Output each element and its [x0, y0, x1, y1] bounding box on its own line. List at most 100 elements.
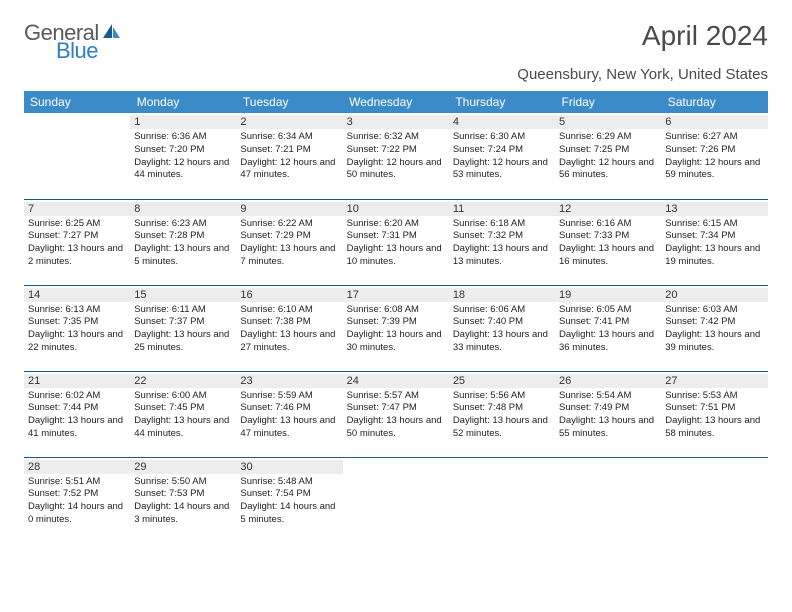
day-info: Sunrise: 5:59 AMSunset: 7:46 PMDaylight:… [240, 390, 338, 441]
calendar-table: Sunday Monday Tuesday Wednesday Thursday… [24, 91, 768, 543]
day-number: 19 [555, 288, 661, 302]
day-info: Sunrise: 6:11 AMSunset: 7:37 PMDaylight:… [134, 304, 232, 355]
day-info: Sunrise: 6:13 AMSunset: 7:35 PMDaylight:… [28, 304, 126, 355]
calendar-day-cell: 18 Sunrise: 6:06 AMSunset: 7:40 PMDayligh… [449, 285, 555, 371]
calendar-day-cell: 8 Sunrise: 6:23 AMSunset: 7:28 PMDaylight… [130, 199, 236, 285]
calendar-day-cell: 5Sunrise: 6:29 AMSunset: 7:25 PMDaylight… [555, 113, 661, 199]
day-info: Sunrise: 5:57 AMSunset: 7:47 PMDaylight:… [347, 390, 445, 441]
day-info: Sunrise: 6:06 AMSunset: 7:40 PMDaylight:… [453, 304, 551, 355]
calendar-day-cell [661, 457, 767, 543]
calendar-day-cell: 21Sunrise: 6:02 AMSunset: 7:44 PMDayligh… [24, 371, 130, 457]
day-number: 23 [236, 374, 342, 388]
calendar-day-cell: 23 Sunrise: 5:59 AMSunset: 7:46 PMDayligh… [236, 371, 342, 457]
day-info: Sunrise: 6:10 AMSunset: 7:38 PMDaylight:… [240, 304, 338, 355]
day-info: Sunrise: 6:22 AMSunset: 7:29 PMDaylight:… [240, 218, 338, 269]
day-info: Sunrise: 6:18 AMSunset: 7:32 PMDaylight:… [453, 218, 551, 269]
calendar-day-cell [343, 457, 449, 543]
calendar-week-row: 14 Sunrise: 6:13 AMSunset: 7:35 PMDayligh… [24, 285, 768, 371]
weekday-header: Sunday [24, 91, 130, 113]
calendar-day-cell: 3 Sunrise: 6:32 AMSunset: 7:22 PMDaylight… [343, 113, 449, 199]
day-number: 26 [555, 374, 661, 388]
weekday-header: Wednesday [343, 91, 449, 113]
day-number: 14 [24, 288, 130, 302]
weekday-header: Monday [130, 91, 236, 113]
calendar-day-cell: 24 Sunrise: 5:57 AMSunset: 7:47 PMDayligh… [343, 371, 449, 457]
calendar-day-cell: 6 Sunrise: 6:27 AMSunset: 7:26 PMDaylight… [661, 113, 767, 199]
calendar-day-cell: 10 Sunrise: 6:20 AMSunset: 7:31 PMDayligh… [343, 199, 449, 285]
day-number: 21 [24, 374, 130, 388]
day-info: Sunrise: 6:05 AMSunset: 7:41 PMDaylight:… [559, 304, 657, 355]
day-info: Sunrise: 6:29 AMSunset: 7:25 PMDaylight:… [559, 131, 657, 182]
day-info: Sunrise: 5:56 AMSunset: 7:48 PMDaylight:… [453, 390, 551, 441]
day-info: Sunrise: 5:51 AMSunset: 7:52 PMDaylight:… [28, 476, 126, 527]
weekday-header: Thursday [449, 91, 555, 113]
day-number: 9 [236, 202, 342, 216]
calendar-week-row: 28 Sunrise: 5:51 AMSunset: 7:52 PMDayligh… [24, 457, 768, 543]
calendar-day-cell: 14 Sunrise: 6:13 AMSunset: 7:35 PMDayligh… [24, 285, 130, 371]
calendar-day-cell: 28 Sunrise: 5:51 AMSunset: 7:52 PMDayligh… [24, 457, 130, 543]
day-number: 28 [24, 460, 130, 474]
day-number: 3 [343, 115, 449, 129]
day-number: 13 [661, 202, 767, 216]
day-info: Sunrise: 6:16 AMSunset: 7:33 PMDaylight:… [559, 218, 657, 269]
day-info: Sunrise: 5:54 AMSunset: 7:49 PMDaylight:… [559, 390, 657, 441]
weekday-header: Tuesday [236, 91, 342, 113]
calendar-day-cell: 9 Sunrise: 6:22 AMSunset: 7:29 PMDaylight… [236, 199, 342, 285]
day-info: Sunrise: 6:32 AMSunset: 7:22 PMDaylight:… [347, 131, 445, 182]
calendar-day-cell: 20 Sunrise: 6:03 AMSunset: 7:42 PMDayligh… [661, 285, 767, 371]
day-info: Sunrise: 6:27 AMSunset: 7:26 PMDaylight:… [665, 131, 763, 182]
calendar-day-cell: 12 Sunrise: 6:16 AMSunset: 7:33 PMDayligh… [555, 199, 661, 285]
day-info: Sunrise: 6:00 AMSunset: 7:45 PMDaylight:… [134, 390, 232, 441]
calendar-week-row: 21Sunrise: 6:02 AMSunset: 7:44 PMDayligh… [24, 371, 768, 457]
day-number: 20 [661, 288, 767, 302]
page-title: April 2024 [642, 20, 768, 52]
day-number: 24 [343, 374, 449, 388]
day-info: Sunrise: 5:53 AMSunset: 7:51 PMDaylight:… [665, 390, 763, 441]
weekday-header: Saturday [661, 91, 767, 113]
brand-text-2: Blue [56, 38, 98, 63]
weekday-header-row: Sunday Monday Tuesday Wednesday Thursday… [24, 91, 768, 113]
day-number: 22 [130, 374, 236, 388]
day-info: Sunrise: 6:20 AMSunset: 7:31 PMDaylight:… [347, 218, 445, 269]
calendar-day-cell: 27 Sunrise: 5:53 AMSunset: 7:51 PMDayligh… [661, 371, 767, 457]
weekday-header: Friday [555, 91, 661, 113]
day-number: 1 [130, 115, 236, 129]
calendar-day-cell: 4 Sunrise: 6:30 AMSunset: 7:24 PMDaylight… [449, 113, 555, 199]
calendar-day-cell: 17Sunrise: 6:08 AMSunset: 7:39 PMDayligh… [343, 285, 449, 371]
calendar-day-cell [449, 457, 555, 543]
day-number: 2 [236, 115, 342, 129]
calendar-day-cell: 19 Sunrise: 6:05 AMSunset: 7:41 PMDayligh… [555, 285, 661, 371]
day-info: Sunrise: 6:25 AMSunset: 7:27 PMDaylight:… [28, 218, 126, 269]
sail-icon [101, 22, 123, 45]
day-number: 8 [130, 202, 236, 216]
day-info: Sunrise: 6:34 AMSunset: 7:21 PMDaylight:… [240, 131, 338, 182]
day-number: 10 [343, 202, 449, 216]
calendar-day-cell: 15Sunrise: 6:11 AMSunset: 7:37 PMDayligh… [130, 285, 236, 371]
day-info: Sunrise: 6:03 AMSunset: 7:42 PMDaylight:… [665, 304, 763, 355]
day-info: Sunrise: 6:08 AMSunset: 7:39 PMDaylight:… [347, 304, 445, 355]
day-info: Sunrise: 5:50 AMSunset: 7:53 PMDaylight:… [134, 476, 232, 527]
calendar-day-cell: 30 Sunrise: 5:48 AMSunset: 7:54 PMDayligh… [236, 457, 342, 543]
day-number: 11 [449, 202, 555, 216]
calendar-day-cell: 7 Sunrise: 6:25 AMSunset: 7:27 PMDaylight… [24, 199, 130, 285]
day-info: Sunrise: 6:36 AMSunset: 7:20 PMDaylight:… [134, 131, 232, 182]
day-number: 29 [130, 460, 236, 474]
calendar-day-cell: 13Sunrise: 6:15 AMSunset: 7:34 PMDayligh… [661, 199, 767, 285]
calendar-day-cell [555, 457, 661, 543]
day-number: 27 [661, 374, 767, 388]
calendar-day-cell: 26 Sunrise: 5:54 AMSunset: 7:49 PMDayligh… [555, 371, 661, 457]
calendar-day-cell: 2 Sunrise: 6:34 AMSunset: 7:21 PMDaylight… [236, 113, 342, 199]
day-number: 12 [555, 202, 661, 216]
calendar-day-cell [24, 113, 130, 199]
calendar-day-cell: 29 Sunrise: 5:50 AMSunset: 7:53 PMDayligh… [130, 457, 236, 543]
day-number: 7 [24, 202, 130, 216]
day-info: Sunrise: 6:23 AMSunset: 7:28 PMDaylight:… [134, 218, 232, 269]
day-number: 30 [236, 460, 342, 474]
day-info: Sunrise: 5:48 AMSunset: 7:54 PMDaylight:… [240, 476, 338, 527]
day-number: 16 [236, 288, 342, 302]
calendar-day-cell: 22 Sunrise: 6:00 AMSunset: 7:45 PMDayligh… [130, 371, 236, 457]
day-number: 6 [661, 115, 767, 129]
day-number: 4 [449, 115, 555, 129]
day-number: 18 [449, 288, 555, 302]
day-info: Sunrise: 6:30 AMSunset: 7:24 PMDaylight:… [453, 131, 551, 182]
